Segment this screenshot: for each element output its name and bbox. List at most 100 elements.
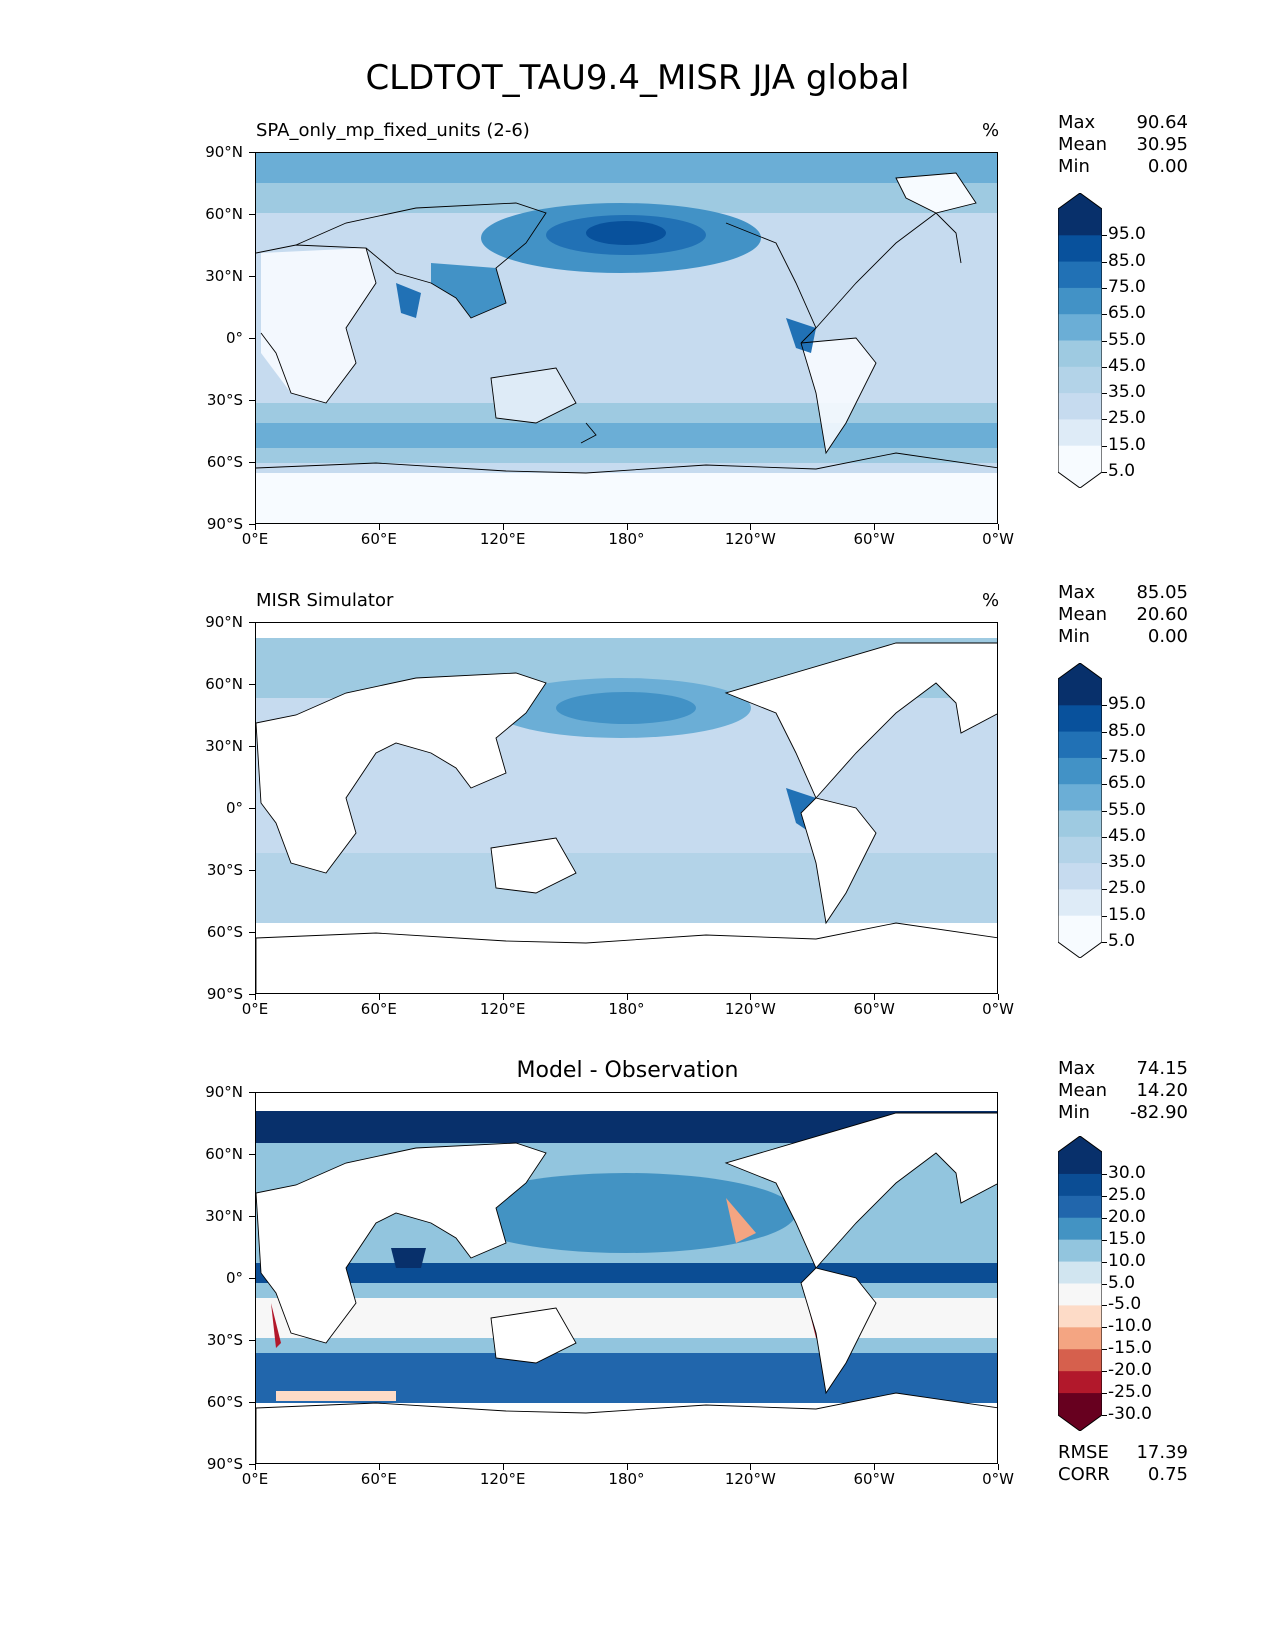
- colorbar-extend-top: [1058, 1136, 1102, 1152]
- lon-tick: [874, 1464, 876, 1470]
- stat-min: 0.00: [1147, 626, 1188, 647]
- colorbar-tick: [1102, 889, 1107, 891]
- lon-tick: [626, 1464, 628, 1470]
- lat-tick-label: 30°N: [205, 1207, 243, 1225]
- lat-tick-label: 30°S: [206, 1331, 243, 1349]
- colorbar-segment: [1058, 235, 1102, 263]
- colorbar-extend-top: [1058, 663, 1102, 679]
- stat-mean: 20.60: [1136, 604, 1188, 625]
- colorbar-tick-label: 65.0: [1108, 303, 1146, 324]
- stat-min: -82.90: [1129, 1102, 1188, 1123]
- lon-tick-label: 180°: [608, 1470, 645, 1488]
- lon-tick-label: 60°W: [853, 530, 895, 548]
- colorbar-segment: [1058, 366, 1102, 394]
- colorbar-tick-label: -10.0: [1108, 1316, 1152, 1337]
- colorbar-tick: [1102, 863, 1107, 865]
- colorbar-tick-label: 20.0: [1108, 1206, 1146, 1227]
- colorbar-tick: [1102, 445, 1107, 447]
- lat-tick-label: 90°S: [206, 1455, 243, 1473]
- colorbar-tick: [1102, 1371, 1107, 1373]
- lon-tick: [998, 1464, 999, 1470]
- lat-tick: [249, 746, 255, 747]
- lon-tick-label: 60°W: [853, 1470, 895, 1488]
- lon-tick: [874, 524, 876, 530]
- lon-tick-label: 120°W: [724, 1470, 776, 1488]
- lat-tick: [249, 1092, 255, 1093]
- error-stats: RMSE 17.39 CORR 0.75: [1058, 1442, 1188, 1485]
- colorbar-tick-label: 85.0: [1108, 250, 1146, 271]
- colorbar-segment: [1058, 1393, 1102, 1416]
- lon-tick: [502, 1464, 504, 1470]
- colorbar-segment: [1058, 445, 1102, 473]
- lon-tick-label: 0°E: [241, 530, 269, 548]
- colorbar-segment: [1058, 1152, 1102, 1175]
- colorbar-tick: [1102, 1305, 1107, 1307]
- colorbar-extend-bottom: [1058, 942, 1102, 958]
- colorbar-tick: [1102, 784, 1107, 786]
- lat-tick-label: 30°S: [206, 391, 243, 409]
- colorbar-tick-label: 45.0: [1108, 355, 1146, 376]
- colorbar-tick-label: 45.0: [1108, 825, 1146, 846]
- colorbar-segment: [1058, 1173, 1102, 1197]
- lon-tick-label: 120°E: [479, 530, 526, 548]
- lon-tick-label: 180°: [608, 1000, 645, 1018]
- colorbar-tick-label: -30.0: [1108, 1404, 1152, 1424]
- lat-tick: [249, 870, 255, 871]
- lon-tick: [750, 524, 752, 530]
- colorbar-segment: [1058, 1239, 1102, 1263]
- panel-model: SPA_only_mp_fixed_units (2-6) %: [0, 0, 1275, 524]
- colorbar-tick-label: 55.0: [1108, 799, 1146, 820]
- map-observation: [255, 622, 998, 994]
- lon-tick: [626, 524, 628, 530]
- colorbar-tick-label: 85.0: [1108, 720, 1146, 741]
- colorbar-segment: [1058, 1217, 1102, 1241]
- colorbar-segment: [1058, 261, 1102, 289]
- stat-min: 0.00: [1147, 156, 1188, 177]
- colorbar-segment: [1058, 1327, 1102, 1350]
- lon-tick: [255, 994, 256, 1000]
- colorbar-tick-label: 55.0: [1108, 329, 1146, 350]
- colorbar-segment: [1058, 287, 1102, 315]
- colorbar-segment: [1058, 705, 1102, 733]
- lon-tick-label: 120°E: [479, 1470, 526, 1488]
- lat-tick: [249, 1340, 255, 1341]
- colorbar-tick-label: 25.0: [1108, 878, 1146, 899]
- units-label: %: [982, 120, 1000, 141]
- lon-tick: [626, 994, 628, 1000]
- lat-tick-label: 90°S: [206, 515, 243, 533]
- lon-tick-label: 120°W: [724, 530, 776, 548]
- colorbar-tick: [1102, 1261, 1107, 1263]
- lat-tick: [249, 994, 255, 995]
- colorbar-tick: [1102, 1239, 1107, 1241]
- lon-tick: [998, 524, 999, 530]
- colorbar-tick-label: 25.0: [1108, 408, 1146, 429]
- colorbar-tick: [1102, 810, 1107, 812]
- colorbar-tick: [1102, 1327, 1107, 1329]
- panel-observation: MISR Simulator % Max 85.05 Mean 20.60 Min 0…: [0, 470, 1275, 994]
- colorbar-segment: [1058, 863, 1102, 890]
- lat-tick: [249, 1154, 255, 1155]
- map-model: [255, 152, 998, 524]
- lat-tick-label: 90°N: [205, 613, 243, 631]
- lat-tick-label: 0°: [225, 329, 243, 347]
- lon-tick: [998, 994, 999, 1000]
- colorbar-tick-label: -15.0: [1108, 1338, 1152, 1359]
- lat-tick: [249, 1464, 255, 1465]
- lat-tick-label: 90°N: [205, 1083, 243, 1101]
- colorbar-tick: [1102, 836, 1107, 838]
- lon-tick: [255, 1464, 256, 1470]
- colorbar-segment: [1058, 1371, 1102, 1394]
- lon-tick: [502, 994, 504, 1000]
- lon-tick: [874, 994, 876, 1000]
- colorbar-extend-bottom: [1058, 472, 1102, 488]
- lon-tick: [378, 524, 380, 530]
- lat-tick: [249, 932, 255, 933]
- colorbar-tick-label: 15.0: [1108, 904, 1146, 925]
- panel-title: Model - Observation: [516, 1058, 739, 1083]
- colorbar-tick: [1102, 314, 1107, 316]
- lat-tick: [249, 338, 255, 339]
- stats-block: Max 74.15 Mean 14.20 Min -82.90: [1058, 1058, 1188, 1123]
- colorbar-tick: [1102, 1415, 1107, 1416]
- colorbar-tick-label: 10.0: [1108, 1250, 1146, 1271]
- colorbar-segment: [1058, 889, 1102, 917]
